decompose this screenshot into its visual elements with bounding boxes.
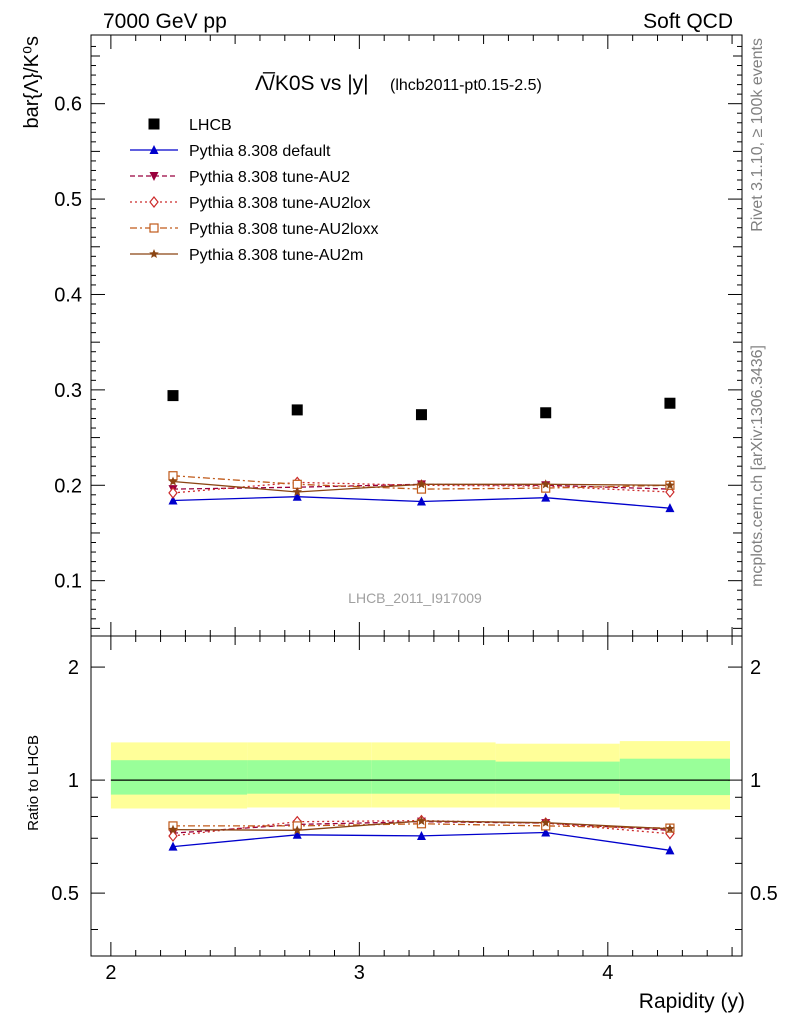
main-point-3-0: [168, 486, 178, 499]
main-ytick-label: 0.3: [54, 380, 82, 402]
main-x-ticks: [110, 35, 733, 636]
ratio-point-4-4: [665, 823, 675, 833]
ratio-point-0-4: [665, 845, 675, 855]
ratio-ytick-label-right: 1: [750, 770, 761, 792]
main-point-0-0: [167, 390, 179, 402]
main-ytick-label: 0.1: [54, 571, 82, 593]
ratio-x-ticks: 2 3 4: [105, 636, 733, 984]
main-point-0-4: [664, 397, 676, 409]
x-tick-label: 4: [602, 962, 613, 984]
main-ytick-label: 0.2: [54, 475, 82, 497]
main-point-5-3: [541, 479, 551, 489]
legend-marker-0: [148, 118, 160, 130]
main-point-1-3: [541, 492, 551, 502]
main-point-0-2: [415, 409, 427, 421]
main-point-1-1: [292, 491, 302, 501]
main-point-0-1: [291, 404, 303, 416]
ratio-point-0-0: [168, 841, 178, 851]
ratio-series-line-2: [172, 819, 670, 837]
side-label-mcplots: mcplots.cern.ch [arXiv:1306.3436]: [749, 345, 766, 587]
legend: LHCB Pythia 8.308 default Pythia 8.308 tun…: [130, 117, 378, 264]
legend-marker-2: [149, 172, 159, 181]
main-title-main: Λ̅/K0S vs |y|: [255, 72, 369, 95]
ratio-panel: 0.5 0.5 1 1 2 2 2 3 4 Ratio to LHCB Rapidity (y…: [25, 635, 778, 1013]
ratio-point-4-1: [292, 825, 302, 835]
ratio-band-green-0: [110, 760, 248, 795]
ratio-band-green-4: [619, 758, 730, 796]
main-point-0-3: [540, 407, 552, 419]
legend-label-1: Pythia 8.308 default: [189, 143, 331, 160]
main-point-1-4: [665, 503, 675, 513]
ratio-point-2-0: [168, 829, 178, 842]
ratio-y-axis-label: Ratio to LHCB: [25, 735, 42, 831]
header-left-label: 7000 GeV pp: [103, 10, 227, 33]
x-tick-label: 2: [105, 962, 116, 984]
main-y-ticks: 0.1 0.2 0.3 0.4 0.5 0.6: [54, 45, 742, 629]
legend-label-0: LHCB: [189, 117, 232, 134]
legend-marker-5: [149, 249, 159, 258]
legend-marker-3: [149, 196, 159, 208]
ratio-point-4-3: [541, 817, 551, 827]
legend-label-4: Pythia 8.308 tune-AU2loxx: [189, 221, 378, 238]
main-ytick-label: 0.5: [54, 189, 82, 211]
ratio-point-4-2: [416, 816, 427, 826]
ratio-band-green-1: [247, 760, 372, 794]
legend-marker-1: [149, 145, 159, 154]
ratio-point-0-2: [416, 830, 426, 840]
ratio-band-green-3: [495, 761, 620, 794]
legend-marker-4: [149, 223, 159, 233]
ratio-plot-body: [110, 741, 730, 855]
legend-label-2: Pythia 8.308 tune-AU2: [189, 169, 350, 186]
main-point-5-0: [168, 476, 178, 486]
main-title-sub: (lhcb2011-pt0.15-2.5): [390, 77, 542, 94]
ratio-point-0-3: [541, 827, 551, 837]
ratio-point-4-0: [168, 824, 178, 834]
ratio-ytick-label-right: 2: [750, 657, 761, 679]
ratio-ytick-label-right: 0.5: [750, 883, 778, 905]
main-ytick-label: 0.6: [54, 94, 82, 116]
ratio-ytick-label-left: 2: [68, 657, 79, 679]
main-point-5-4: [665, 480, 675, 490]
ratio-ytick-label-left: 0.5: [51, 883, 79, 905]
ratio-y-ticks: 0.5 0.5 1 1 2 2: [51, 657, 778, 931]
legend-label-5: Pythia 8.308 tune-AU2m: [189, 247, 363, 264]
main-panel: 0.1 0.2 0.3 0.4 0.5 0.6 Λ̅/K0S vs |y| (lhcb20…: [21, 34, 743, 637]
main-y-axis-label: bar{Λ}/K⁰s: [21, 36, 43, 129]
x-tick-label: 3: [354, 962, 365, 984]
main-point-1-2: [416, 496, 426, 506]
ratio-frame: [90, 635, 743, 957]
header-right-label: Soft QCD: [643, 10, 733, 33]
main-point-5-2: [416, 479, 427, 489]
main-point-5-1: [292, 487, 302, 496]
ratio-band-green-2: [371, 760, 496, 794]
x-axis-label: Rapidity (y): [639, 990, 745, 1013]
main-plot-body: [167, 390, 676, 513]
side-label-rivet: Rivet 3.1.10, ≥ 100k events: [749, 38, 766, 232]
watermark-label: LHCB_2011_I917009: [348, 590, 482, 606]
main-ytick-label: 0.4: [54, 284, 82, 306]
ratio-ytick-label-left: 1: [68, 770, 79, 792]
ratio-point-0-1: [292, 829, 302, 839]
main-point-1-0: [168, 495, 178, 505]
legend-label-3: Pythia 8.308 tune-AU2lox: [189, 195, 370, 212]
